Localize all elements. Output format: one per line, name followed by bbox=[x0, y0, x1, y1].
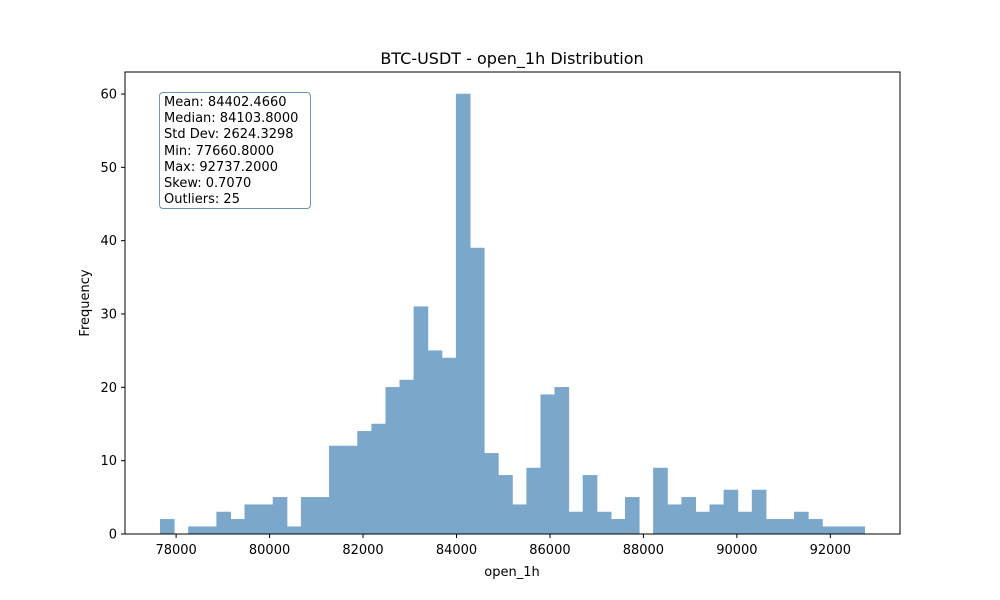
stats-outliers: Outliers: 25 bbox=[164, 192, 240, 208]
y-tick-label: 30 bbox=[100, 308, 117, 323]
stats-min: Min: 77660.8000 bbox=[164, 143, 275, 159]
histogram-bar bbox=[216, 511, 231, 535]
histogram-bar bbox=[315, 497, 330, 535]
histogram-bar bbox=[286, 526, 302, 535]
histogram-bar bbox=[202, 526, 217, 535]
histogram-bar bbox=[399, 379, 415, 535]
histogram-bar bbox=[794, 511, 809, 535]
x-tick-label: 80000 bbox=[249, 543, 290, 558]
histogram-bar bbox=[610, 519, 626, 535]
histogram-bar bbox=[582, 475, 598, 535]
histogram-bar bbox=[850, 526, 866, 535]
histogram-bars bbox=[160, 93, 866, 535]
histogram-bar bbox=[427, 350, 443, 535]
histogram-bar bbox=[484, 453, 499, 535]
y-tick-label: 10 bbox=[100, 454, 117, 469]
histogram-bar bbox=[357, 431, 372, 535]
stats-median: Median: 84103.8000 bbox=[164, 111, 299, 127]
histogram-bar bbox=[272, 497, 288, 535]
y-tick-label: 0 bbox=[109, 528, 117, 543]
histogram-bar bbox=[540, 394, 556, 535]
stats-skew: Skew: 0.7070 bbox=[164, 176, 252, 192]
histogram-bar bbox=[695, 511, 711, 535]
histogram-bar bbox=[822, 526, 837, 535]
y-axis-label: Frequency bbox=[78, 269, 93, 336]
histogram-bar bbox=[751, 489, 767, 535]
histogram-bar bbox=[470, 247, 485, 535]
histogram-bar bbox=[258, 504, 274, 535]
chart-title: BTC-USDT - open_1h Distribution bbox=[380, 49, 643, 69]
histogram-bar bbox=[681, 497, 696, 535]
histogram-bar bbox=[385, 387, 401, 535]
histogram-bar bbox=[188, 526, 203, 535]
histogram-bar bbox=[329, 445, 344, 535]
histogram-bar bbox=[371, 423, 386, 535]
y-tick-label: 20 bbox=[100, 381, 117, 396]
x-tick-label: 78000 bbox=[155, 543, 196, 558]
x-axis-ticks: 78000 80000 82000 84000 86000 88000 90000 92000 bbox=[155, 534, 851, 558]
y-tick-label: 60 bbox=[100, 88, 117, 103]
histogram-bar bbox=[568, 511, 584, 535]
histogram-bar bbox=[441, 357, 457, 535]
histogram-bar bbox=[300, 497, 316, 535]
stats-box: Mean: 84402.4660 Median: 84103.8000 Std … bbox=[159, 92, 311, 209]
histogram-bar bbox=[512, 504, 527, 535]
x-tick-label: 88000 bbox=[623, 543, 664, 558]
stats-std-dev: Std Dev: 2624.3298 bbox=[164, 127, 294, 143]
x-tick-label: 84000 bbox=[436, 543, 477, 558]
histogram-bar bbox=[498, 475, 513, 535]
plot-frame bbox=[124, 71, 901, 535]
histogram-bar bbox=[455, 93, 471, 535]
histogram-bar bbox=[413, 306, 429, 535]
histogram-bar bbox=[709, 504, 725, 535]
histogram-bar bbox=[625, 497, 640, 535]
stats-max: Max: 92737.2000 bbox=[164, 159, 278, 175]
histogram-bar bbox=[723, 489, 739, 535]
histogram-bar bbox=[779, 519, 795, 535]
y-tick-label: 50 bbox=[100, 161, 117, 176]
histogram-bar bbox=[737, 511, 753, 535]
stats-mean: Mean: 84402.4660 bbox=[164, 95, 287, 110]
histogram-bar bbox=[765, 519, 781, 535]
y-axis-ticks: 0 10 20 30 40 50 60 bbox=[100, 88, 125, 543]
histogram-bar bbox=[343, 445, 358, 535]
histogram-bar bbox=[596, 511, 612, 535]
x-tick-label: 92000 bbox=[810, 543, 851, 558]
histogram-bar bbox=[653, 467, 668, 535]
x-tick-label: 90000 bbox=[716, 543, 757, 558]
x-tick-label: 86000 bbox=[529, 543, 570, 558]
histogram-bar bbox=[667, 504, 682, 535]
histogram-bar bbox=[230, 519, 246, 535]
x-tick-label: 82000 bbox=[342, 543, 383, 558]
y-tick-label: 40 bbox=[100, 234, 117, 249]
histogram-bar bbox=[526, 467, 541, 535]
histogram-bar bbox=[244, 504, 260, 535]
x-axis-label: open_1h bbox=[484, 565, 539, 580]
histogram-bar bbox=[160, 519, 175, 535]
histogram-bar bbox=[836, 526, 851, 535]
histogram-bar bbox=[554, 387, 570, 535]
histogram-bar bbox=[808, 519, 823, 535]
